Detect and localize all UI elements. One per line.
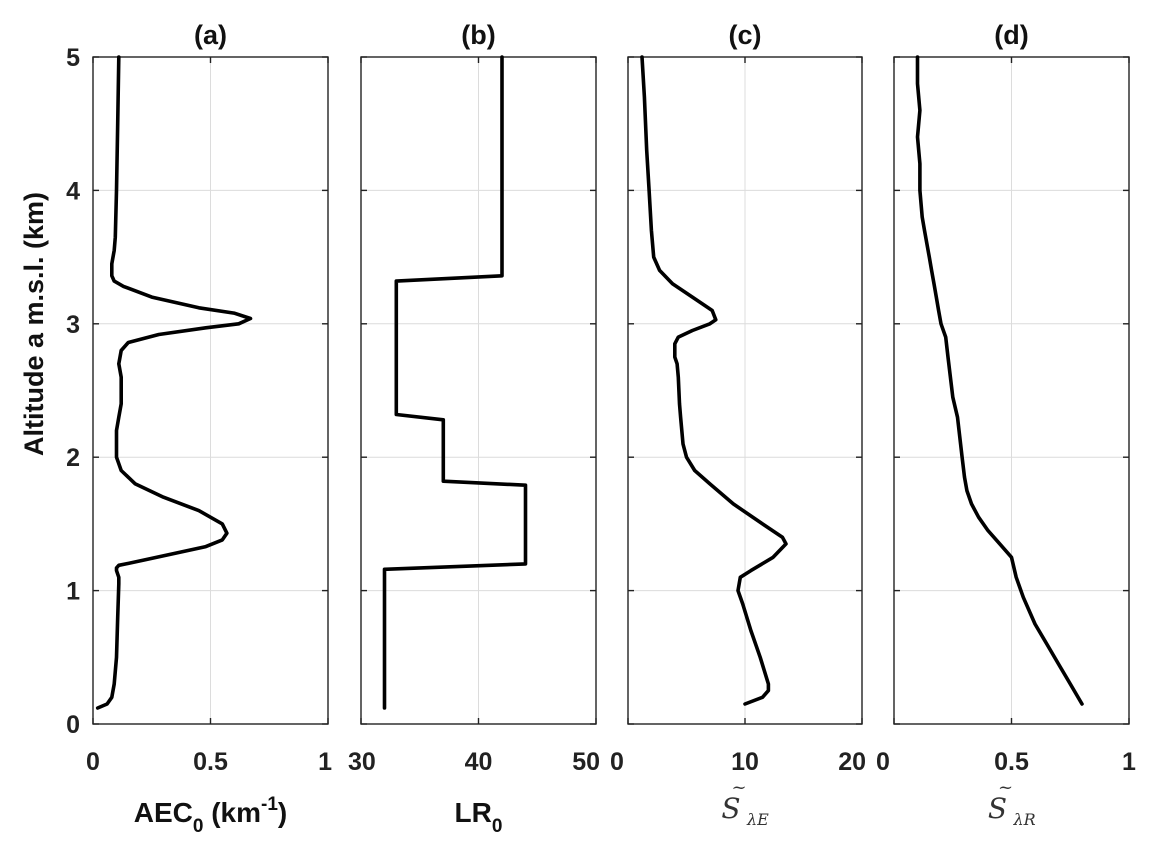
y-tick-label: 5 xyxy=(66,44,80,72)
x-axis-label-main: AEC xyxy=(134,797,193,828)
x-tick-label: 0 xyxy=(610,748,624,776)
profile-line-b xyxy=(382,55,528,710)
x-axis-label-accent: ~ xyxy=(731,777,746,798)
profile-line-d xyxy=(915,55,1084,706)
x-tick-label: 10 xyxy=(731,748,759,776)
x-tick-label: 0.5 xyxy=(994,748,1029,776)
x-axis-label: LR0 xyxy=(455,797,503,837)
y-tick-label: 2 xyxy=(66,444,80,472)
y-tick-label: 3 xyxy=(66,311,80,339)
x-tick-label: 0.5 xyxy=(193,748,228,776)
x-tick-label: 50 xyxy=(572,748,600,776)
profile-line-c xyxy=(640,55,788,706)
y-tick-label: 1 xyxy=(66,578,80,606)
x-tick-label: 0 xyxy=(86,748,100,776)
y-axis-label: Altitude a m.s.l. (km) xyxy=(19,192,49,456)
x-axis-label-subscript: 0 xyxy=(193,816,204,837)
x-axis-label-accent: ~ xyxy=(998,777,1013,798)
x-tick-label: 30 xyxy=(348,748,376,776)
panel-c: 0 10 20 (c) S~λE xyxy=(610,20,866,829)
x-axis-label-subscript: 0 xyxy=(492,816,503,837)
panel-title: (a) xyxy=(194,20,227,50)
y-tick-label: 0 xyxy=(66,711,80,739)
x-tick-label: 0 xyxy=(876,748,890,776)
x-axis-label-unit: (km xyxy=(203,797,261,828)
x-tick-label: 20 xyxy=(838,748,866,776)
panel-d: 0 0.5 1 (d) S~λR xyxy=(876,20,1136,829)
profile-line-a xyxy=(95,55,253,710)
panel-b: 30 40 50 (b) LR0 xyxy=(348,20,600,837)
x-axis-label-main: LR xyxy=(455,797,492,828)
x-tick-label: 40 xyxy=(465,748,493,776)
x-axis-label: S xyxy=(721,792,740,825)
x-axis-label: S xyxy=(988,792,1007,825)
x-axis-label-close: ) xyxy=(278,797,287,828)
panel-title: (d) xyxy=(994,20,1028,50)
x-axis-label: AEC0 (km-1) xyxy=(134,794,288,837)
panel-title: (c) xyxy=(729,20,762,50)
y-tick-label: 4 xyxy=(66,177,80,205)
panel-title: (b) xyxy=(461,20,495,50)
x-tick-label: 1 xyxy=(318,748,332,776)
x-axis-label-subscript: λE xyxy=(746,810,769,829)
x-axis-label-subscript: λR xyxy=(1013,810,1036,829)
x-axis-label-superscript: -1 xyxy=(261,794,278,815)
x-tick-label: 1 xyxy=(1122,748,1136,776)
